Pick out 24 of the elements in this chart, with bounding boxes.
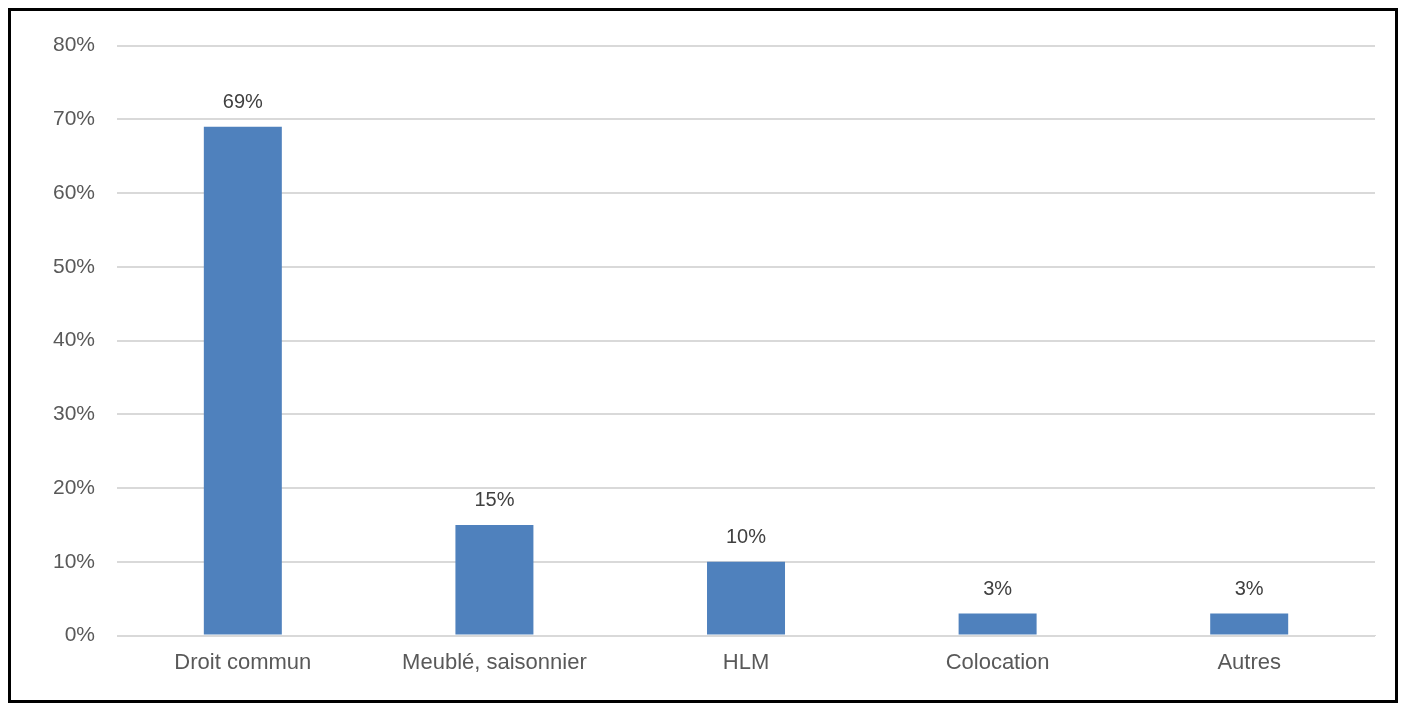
y-tick-label: 50% <box>53 253 96 277</box>
y-tick-label: 0% <box>64 622 96 646</box>
y-tick-label: 70% <box>53 106 96 130</box>
data-label: 10% <box>726 525 767 548</box>
y-tick-label: 80% <box>53 32 96 56</box>
bar <box>1210 613 1289 635</box>
bar <box>707 561 786 635</box>
data-label: 3% <box>983 576 1013 599</box>
data-label: 15% <box>474 488 515 511</box>
x-tick-label: Droit commun <box>174 648 312 674</box>
y-tick-label: 10% <box>53 548 96 572</box>
y-tick-label: 20% <box>53 474 96 498</box>
data-label: 69% <box>222 90 264 113</box>
data-label: 3% <box>1234 576 1264 599</box>
x-tick-label: Autres <box>1217 648 1281 674</box>
x-tick-label: HLM <box>722 648 770 674</box>
bar <box>958 613 1037 635</box>
bar <box>203 126 282 635</box>
y-tick-label: 60% <box>53 179 96 203</box>
y-tick-label: 30% <box>53 401 96 425</box>
bar <box>455 524 534 635</box>
x-tick-label: Colocation <box>945 648 1050 674</box>
y-tick-label: 40% <box>53 327 96 351</box>
x-tick-label: Meublé, saisonnier <box>402 648 587 674</box>
